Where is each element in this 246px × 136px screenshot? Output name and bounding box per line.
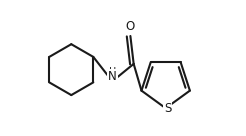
Text: S: S: [164, 102, 171, 115]
Text: N: N: [108, 70, 117, 83]
Text: H: H: [109, 67, 116, 77]
Text: O: O: [126, 20, 135, 33]
